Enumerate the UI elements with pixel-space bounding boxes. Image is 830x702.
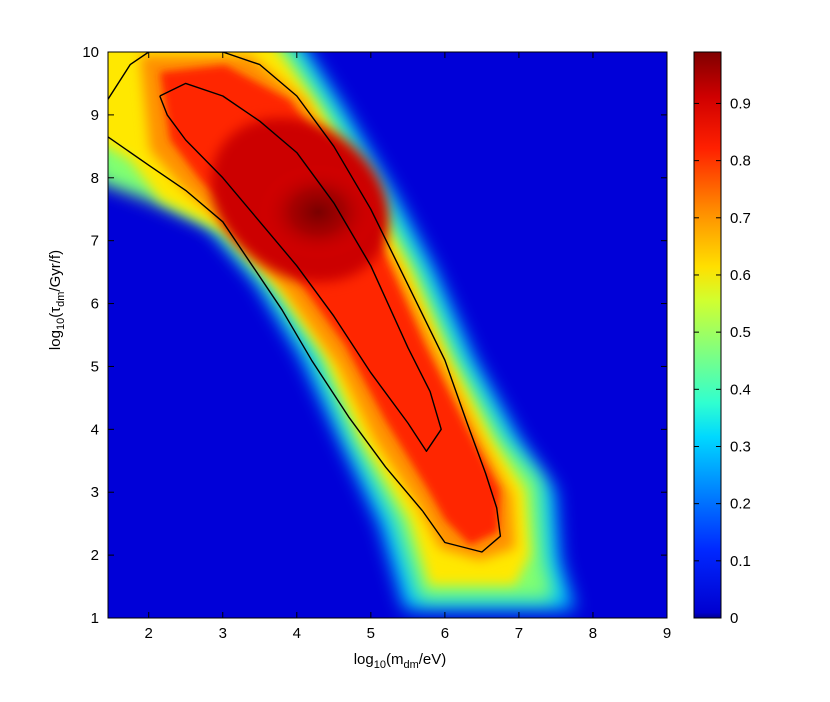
- heatmap-field: [108, 52, 667, 618]
- colorbar-tick-label: 0.8: [730, 153, 751, 170]
- y-tick-label: 7: [91, 233, 99, 250]
- y-tick-label: 9: [91, 107, 99, 124]
- colorbar-tick-label: 0.3: [730, 438, 751, 455]
- x-tick-label: 4: [293, 625, 301, 642]
- colorbar-tick-label: 0.1: [730, 553, 751, 570]
- x-tick-label: 6: [441, 625, 449, 642]
- colorbar-frame: [693, 51, 722, 619]
- y-tick-label: 8: [91, 170, 99, 187]
- colorbar: 0 0.1 0.2 0.3 0.4 0.5 0.6 0.7 0.8 0.9: [693, 51, 751, 627]
- colorbar-tick-label: 0: [730, 610, 738, 627]
- y-axis-label: log10(τdm/Gyr/f): [47, 250, 67, 350]
- y-tick-label: 5: [91, 358, 99, 375]
- colorbar-gradient: [694, 52, 721, 618]
- x-tick-label: 7: [515, 625, 523, 642]
- colorbar-tick-label: 0.2: [730, 496, 751, 513]
- x-tick-label: 2: [145, 625, 153, 642]
- colorbar-tick-label: 0.4: [730, 381, 751, 398]
- y-tick-label: 4: [91, 421, 99, 438]
- x-tick-label: 8: [589, 625, 597, 642]
- colorbar-tick-label: 0.9: [730, 95, 751, 112]
- contour-line-outer-lower: [108, 136, 424, 512]
- plot-frame: [107, 51, 668, 619]
- colorbar-tick-label: 0.7: [730, 210, 751, 227]
- colorbar-tick-label: 0.6: [730, 267, 751, 284]
- y-tick-label: 6: [91, 296, 99, 313]
- contour-lines: [108, 52, 502, 553]
- colorbar-tick-label: 0.5: [730, 324, 751, 341]
- y-axis-ticks: 1 2 3 4 5 6 7 8 9 10: [82, 44, 667, 627]
- colorbar-ticks: 0 0.1 0.2 0.3 0.4 0.5 0.6 0.7 0.8 0.9: [694, 95, 751, 627]
- heatmap-peak: [258, 164, 378, 260]
- contour-line-inner: [159, 82, 442, 452]
- contour-line-outer-upper: [108, 52, 502, 553]
- x-tick-label: 9: [663, 625, 671, 642]
- x-tick-label: 5: [367, 625, 375, 642]
- x-axis-label: log10(mdm/eV): [354, 651, 447, 671]
- y-tick-label: 1: [91, 610, 99, 627]
- y-tick-label: 2: [91, 547, 99, 564]
- x-axis-ticks: 2 3 4 5 6 7 8 9: [145, 52, 671, 642]
- y-tick-label: 3: [91, 484, 99, 501]
- y-tick-label: 10: [82, 44, 99, 61]
- x-tick-label: 3: [219, 625, 227, 642]
